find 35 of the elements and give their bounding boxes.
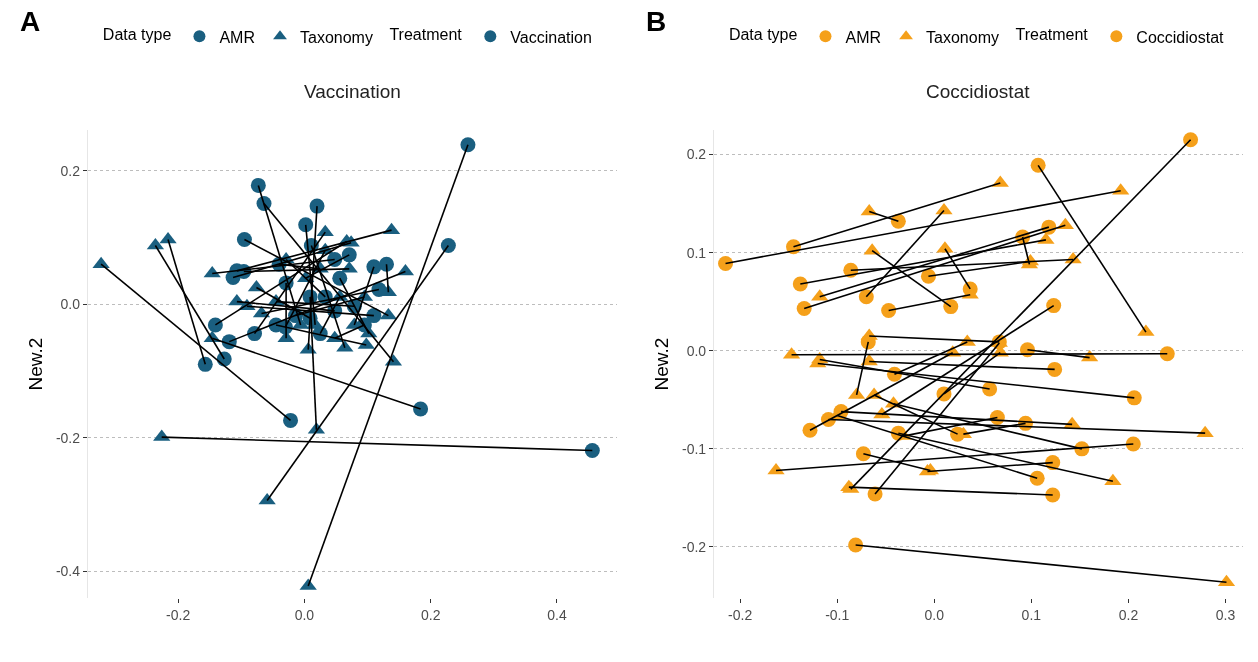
text: Treatment — [389, 26, 463, 44]
x-tick-label: 0.4 — [547, 606, 567, 623]
chart-title: Coccidiostat — [926, 81, 1031, 102]
x-tick-label: 0.2 — [420, 606, 441, 623]
y-tick-label: 0.2 — [60, 162, 81, 179]
y-tick-label: -0.4 — [55, 563, 81, 580]
chart-title: Coccidiostat — [1136, 28, 1224, 46]
text: B — [646, 6, 667, 37]
y-axis-title: New.2 — [24, 337, 46, 391]
legend-label: Taxonomy — [300, 28, 373, 46]
x-tick-label: -0.2 — [166, 606, 191, 623]
x-tick-label: -0.1 — [825, 606, 850, 623]
legend-label: Taxonomy — [926, 28, 999, 46]
legend-label: AMR — [845, 28, 882, 46]
legend-label: AMR — [219, 28, 255, 46]
y-tick-label: 0.1 — [686, 244, 707, 261]
y-tick-label: 0.0 — [686, 342, 707, 359]
chart-title: Vaccination — [304, 81, 401, 102]
x-tick-label: 0.1 — [1021, 606, 1042, 623]
x-tick-label: 0.3 — [1215, 606, 1236, 623]
text: A — [20, 6, 41, 37]
x-tick-label: -0.2 — [728, 606, 753, 623]
legend-title: Data type — [728, 26, 798, 44]
y-tick-label: -0.2 — [681, 538, 707, 555]
legend-title: Data type — [102, 26, 172, 44]
y-tick-label: -0.1 — [681, 440, 707, 457]
text: Treatment — [1015, 26, 1089, 44]
y-tick-label: 0.0 — [60, 296, 81, 313]
y-tick-label: -0.2 — [55, 429, 81, 446]
x-tick-label: 0.0 — [924, 606, 945, 623]
x-tick-label: 0.2 — [1118, 606, 1139, 623]
y-tick-label: 0.2 — [686, 146, 707, 163]
y-axis-title: New.2 — [650, 337, 672, 391]
x-tick-label: 0.0 — [294, 606, 315, 623]
chart-title: Vaccination — [510, 28, 592, 46]
